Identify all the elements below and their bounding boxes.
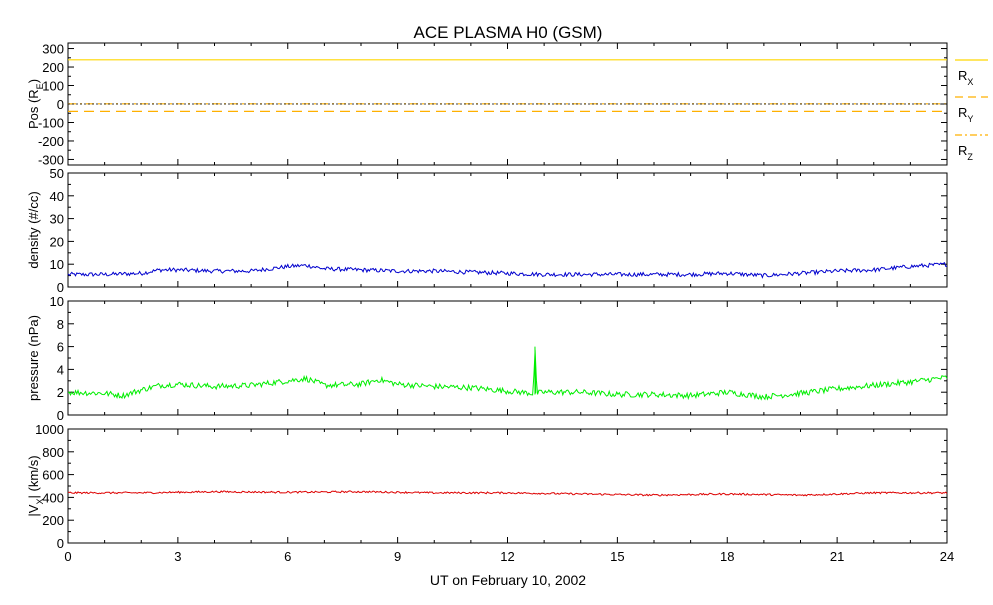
y-tick-label-density: 10 <box>50 257 64 272</box>
y-tick-label-position: -100 <box>38 115 64 130</box>
x-tick-label: 24 <box>940 549 954 564</box>
x-tick-label: 0 <box>64 549 71 564</box>
y-axis-label-velocity: |VX| (km/s) <box>26 455 45 516</box>
y-tick-label-pressure: 8 <box>57 317 64 332</box>
y-tick-label-velocity: 200 <box>42 513 64 528</box>
legend-label-ry: RY <box>958 105 973 124</box>
y-tick-label-velocity: 400 <box>42 490 64 505</box>
x-tick-label: 21 <box>830 549 844 564</box>
y-tick-label-density: 20 <box>50 234 64 249</box>
y-tick-label-density: 0 <box>57 280 64 295</box>
y-tick-label-pressure: 0 <box>57 408 64 423</box>
y-tick-label-velocity: 0 <box>57 536 64 551</box>
y-tick-label-density: 30 <box>50 212 64 227</box>
y-tick-label-position: 100 <box>42 79 64 94</box>
y-tick-label-position: 200 <box>42 60 64 75</box>
y-tick-label-position: 300 <box>42 42 64 57</box>
x-tick-label: 3 <box>174 549 181 564</box>
y-tick-label-pressure: 2 <box>57 385 64 400</box>
y-axis-label-density: density (#/cc) <box>26 191 41 268</box>
series-line-density <box>67 261 948 279</box>
panel-frame-density <box>67 172 948 288</box>
y-tick-label-velocity: 1000 <box>35 422 64 437</box>
y-tick-label-density: 50 <box>50 166 64 181</box>
y-tick-label-pressure: 6 <box>57 340 64 355</box>
panel-frame-pressure <box>67 300 948 416</box>
y-axis-label-pressure: pressure (nPa) <box>26 315 41 401</box>
y-tick-label-density: 40 <box>50 189 64 204</box>
y-tick-label-position: 0 <box>57 97 64 112</box>
x-tick-label: 9 <box>394 549 401 564</box>
series-line-pressure <box>68 346 948 401</box>
x-tick-label: 18 <box>720 549 734 564</box>
y-tick-label-position: -200 <box>38 134 64 149</box>
y-tick-label-position: -300 <box>38 152 64 167</box>
y-tick-label-pressure: 4 <box>57 362 64 377</box>
chart-title: ACE PLASMA H0 (GSM) <box>414 23 603 42</box>
y-tick-label-pressure: 10 <box>50 294 64 309</box>
series-line-velocity <box>67 490 948 497</box>
legend-label-rx: RX <box>958 68 973 87</box>
x-tick-label: 6 <box>284 549 291 564</box>
legend-label-rz: RZ <box>958 143 973 162</box>
x-axis-label: UT on February 10, 2002 <box>430 572 586 588</box>
y-tick-label-velocity: 600 <box>42 468 64 483</box>
panel-frame-velocity <box>67 428 948 544</box>
y-axis-label-position: Pos (RE) <box>26 79 45 129</box>
x-tick-label: 15 <box>610 549 624 564</box>
x-tick-label: 12 <box>500 549 514 564</box>
y-tick-label-velocity: 800 <box>42 445 64 460</box>
